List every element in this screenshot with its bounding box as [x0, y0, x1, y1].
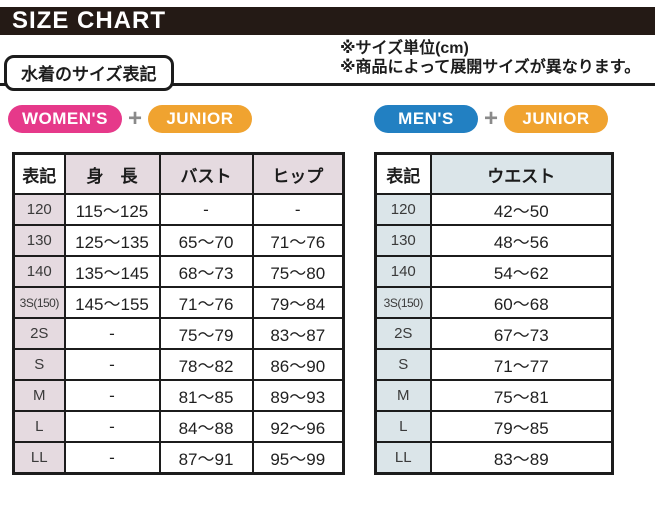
size-label-cell: LL — [12, 441, 66, 475]
size-label-cell: L — [374, 410, 432, 443]
size-label-cell: S — [12, 348, 66, 381]
table-row: LL -87～91 95～99 — [12, 441, 345, 475]
page-title: SIZE CHART — [12, 7, 166, 34]
range-cell: 67～73 — [429, 317, 614, 350]
size-notes: ※サイズ単位(cm) ※商品によって展開サイズが異なります。 — [340, 39, 640, 77]
size-label-cell: M — [12, 379, 66, 412]
range-cell: 125～135 — [63, 224, 161, 257]
note-unit: ※サイズ単位(cm) — [340, 40, 469, 57]
range-cell: 92～96 — [251, 410, 345, 443]
range-cell: 135～145 — [63, 255, 161, 288]
section-label: 水着のサイズ表記 — [4, 55, 174, 91]
size-label-cell: L — [12, 410, 66, 443]
range-cell: 71～76 — [158, 286, 254, 319]
table-row: S -78～82 86～90 — [12, 348, 345, 381]
header-size: 表記 — [12, 152, 66, 195]
range-cell: 89～93 — [251, 379, 345, 412]
range-cell: 81～85 — [158, 379, 254, 412]
size-label-cell: 2S — [12, 317, 66, 350]
plus-sign: + — [127, 105, 142, 132]
divider-line — [0, 83, 655, 86]
header-row: 表記 身 長 バスト ヒップ — [12, 152, 345, 195]
size-label-cell: 120 — [374, 193, 432, 226]
table-row: 130 125～135 65～70 71～76 — [12, 224, 345, 257]
range-cell: 78～82 — [158, 348, 254, 381]
range-cell: 75～79 — [158, 317, 254, 350]
mens-badge: MEN'S — [374, 105, 478, 133]
page-title-bar: SIZE CHART — [0, 7, 655, 35]
womens-badge: WOMEN'S — [8, 105, 122, 133]
range-cell: 68～73 — [158, 255, 254, 288]
range-cell: 75～81 — [429, 379, 614, 412]
table-row: M 75～81 — [374, 379, 614, 412]
mens-badge-group: MEN'S + JUNIOR — [374, 105, 609, 133]
range-cell: - — [63, 317, 161, 350]
header-size: 表記 — [374, 152, 432, 195]
range-cell: - — [63, 410, 161, 443]
table-row: 120 115～125- - — [12, 193, 345, 226]
range-cell: - — [63, 379, 161, 412]
range-cell: 84～88 — [158, 410, 254, 443]
range-cell: 48～56 — [429, 224, 614, 257]
range-cell: 86～90 — [251, 348, 345, 381]
size-label-cell: 2S — [374, 317, 432, 350]
range-cell: 87～91 — [158, 441, 254, 475]
table-row: 3S(150) 60～68 — [374, 286, 614, 319]
size-label-cell: 130 — [374, 224, 432, 257]
size-label-cell: 3S(150) — [374, 286, 432, 319]
table-row: L 79～85 — [374, 410, 614, 443]
table-row: 140 135～145 68～73 75～80 — [12, 255, 345, 288]
size-label-cell: M — [374, 379, 432, 412]
table-row: 120 42～50 — [374, 193, 614, 226]
range-cell: 42～50 — [429, 193, 614, 226]
table-row: 140 54～62 — [374, 255, 614, 288]
note-availability: ※商品によって展開サイズが異なります。 — [340, 59, 641, 76]
range-cell: 83～87 — [251, 317, 345, 350]
junior-badge: JUNIOR — [147, 105, 252, 133]
range-cell: - — [158, 193, 254, 226]
header-hip: ヒップ — [251, 152, 345, 195]
range-cell: 145～155 — [63, 286, 161, 319]
range-cell: 71～76 — [251, 224, 345, 257]
range-cell: 95～99 — [251, 441, 345, 475]
table-row: L -84～88 92～96 — [12, 410, 345, 443]
table-row: LL 83～89 — [374, 441, 614, 475]
range-cell: 54～62 — [429, 255, 614, 288]
table-row: 2S 67～73 — [374, 317, 614, 350]
size-label-cell: 140 — [374, 255, 432, 288]
womens-size-table: 表記 身 長 バスト ヒップ 120 115～125- -130 125～135 65～… — [12, 152, 345, 475]
plus-sign: + — [484, 105, 499, 132]
range-cell: 79～84 — [251, 286, 345, 319]
header-row: 表記 ウエスト — [374, 152, 614, 195]
table-row: S 71～77 — [374, 348, 614, 381]
header-waist: ウエスト — [429, 152, 614, 195]
womens-badge-group: WOMEN'S + JUNIOR — [8, 105, 252, 133]
junior-badge: JUNIOR — [504, 105, 609, 133]
size-label-cell: 140 — [12, 255, 66, 288]
range-cell: 79～85 — [429, 410, 614, 443]
size-label-cell: 120 — [12, 193, 66, 226]
mens-size-table: 表記 ウエスト 120 42～50 130 48～56 140 54～62 3S(150) 6… — [374, 152, 614, 475]
range-cell: 83～89 — [429, 441, 614, 475]
range-cell: 115～125 — [63, 193, 161, 226]
header-height: 身 長 — [63, 152, 161, 195]
size-label-cell: LL — [374, 441, 432, 475]
range-cell: 75～80 — [251, 255, 345, 288]
header-bust: バスト — [158, 152, 254, 195]
range-cell: 65～70 — [158, 224, 254, 257]
size-label-cell: S — [374, 348, 432, 381]
range-cell: 71～77 — [429, 348, 614, 381]
table-row: 3S(150) 145～155 71～76 79～84 — [12, 286, 345, 319]
range-cell: 60～68 — [429, 286, 614, 319]
range-cell: - — [63, 441, 161, 475]
range-cell: - — [251, 193, 345, 226]
size-label-cell: 130 — [12, 224, 66, 257]
size-label-cell: 3S(150) — [12, 286, 66, 319]
table-row: M -81～85 89～93 — [12, 379, 345, 412]
range-cell: - — [63, 348, 161, 381]
table-row: 2S -75～79 83～87 — [12, 317, 345, 350]
table-row: 130 48～56 — [374, 224, 614, 257]
